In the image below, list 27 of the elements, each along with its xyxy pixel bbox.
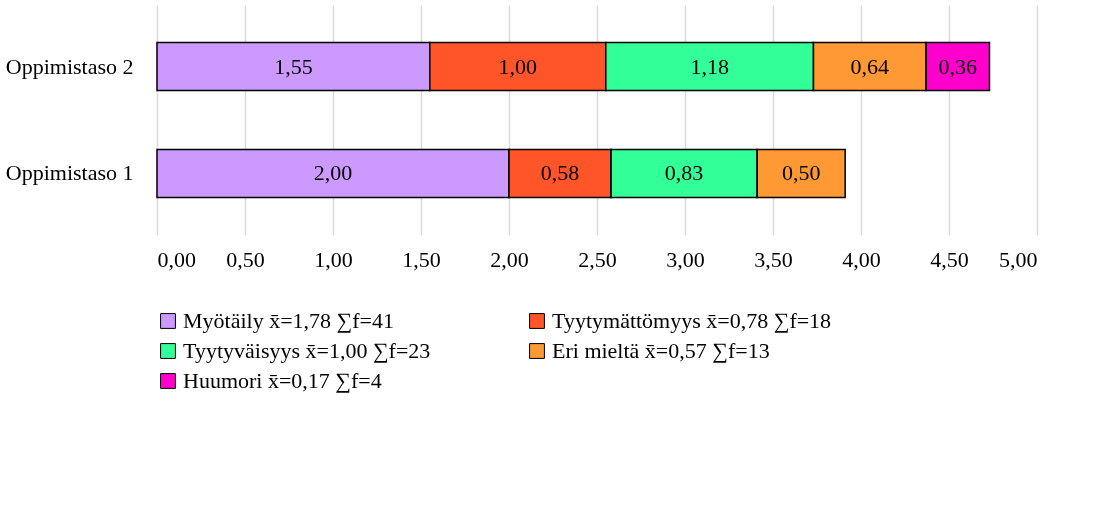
x-tick-label: 0,00 xyxy=(157,246,196,272)
x-tick-label: 1,50 xyxy=(402,246,441,272)
data-label: 0,83 xyxy=(664,160,704,186)
legend-label: Huumori x̄=0,17 ∑f=4 xyxy=(183,368,382,393)
y-tick-label: Oppimistaso 2 xyxy=(5,53,134,79)
x-tick-label: 0,50 xyxy=(226,246,265,272)
x-tick-label: 2,50 xyxy=(578,246,617,272)
data-label: 1,18 xyxy=(690,53,729,79)
legend-label: Tyytyväisyys x̄=1,00 ∑f=23 xyxy=(183,338,431,363)
x-tick-label: 4,50 xyxy=(930,246,969,272)
x-tick-label: 3,50 xyxy=(754,246,793,272)
data-label: 1,55 xyxy=(274,53,313,79)
data-label: 0,58 xyxy=(540,160,580,186)
x-tick-label: 5,00 xyxy=(999,246,1038,272)
legend-label: Tyytymättömyys x̄=0,78 ∑f=18 xyxy=(552,308,832,333)
y-tick-label: Oppimistaso 1 xyxy=(5,160,134,186)
data-label: 1,00 xyxy=(498,53,538,79)
x-tick-label: 4,00 xyxy=(842,246,881,272)
data-label: 2,00 xyxy=(313,160,353,186)
data-label: 0,50 xyxy=(781,160,821,186)
x-tick-label: 3,00 xyxy=(666,246,705,272)
x-tick-label: 2,00 xyxy=(490,246,529,272)
data-label: 0,64 xyxy=(850,53,890,79)
x-tick-label: 1,00 xyxy=(314,246,353,272)
data-label: 0,36 xyxy=(938,53,978,79)
legend-label: Eri mieltä x̄=0,57 ∑f=13 xyxy=(552,338,770,363)
legend-label: Myötäily x̄=1,78 ∑f=41 xyxy=(183,308,394,333)
